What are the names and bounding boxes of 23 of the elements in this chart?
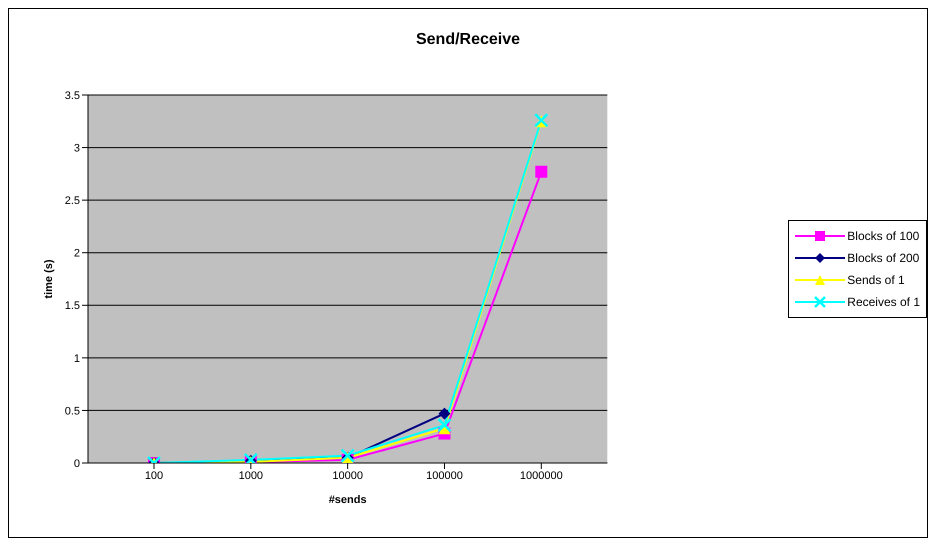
- legend-label: Receives of 1: [847, 295, 920, 309]
- y-tick-label: 3: [74, 142, 80, 154]
- point: [340, 448, 355, 463]
- chart-title: Send/Receive: [414, 31, 522, 49]
- y-tick-label: 2: [74, 248, 80, 260]
- y-tick-label: 3.5: [64, 90, 80, 102]
- y-tick-label: 1.5: [64, 300, 80, 312]
- y-tick-label: 0.5: [64, 405, 80, 418]
- point: [535, 166, 548, 178]
- y-tick-label: 2.5: [64, 195, 80, 208]
- x-axis-title: #sends: [328, 494, 367, 506]
- x-tick-label: 100000: [426, 470, 463, 482]
- point: [438, 408, 450, 420]
- legend-label: Blocks of 100: [847, 229, 920, 243]
- x-tick-label: 10000: [332, 470, 363, 482]
- x-tick-label: 1000000: [520, 470, 563, 482]
- x-tick-label: 100: [144, 470, 164, 482]
- y-tick-label: 0: [74, 458, 80, 470]
- y-axis-title: time (s): [42, 259, 55, 299]
- y-tick-label: 1: [74, 352, 80, 365]
- x-tick-label: 1000: [238, 470, 264, 482]
- legend-label: Sends of 1: [847, 273, 905, 287]
- legend-label: Blocks of 200: [847, 251, 920, 265]
